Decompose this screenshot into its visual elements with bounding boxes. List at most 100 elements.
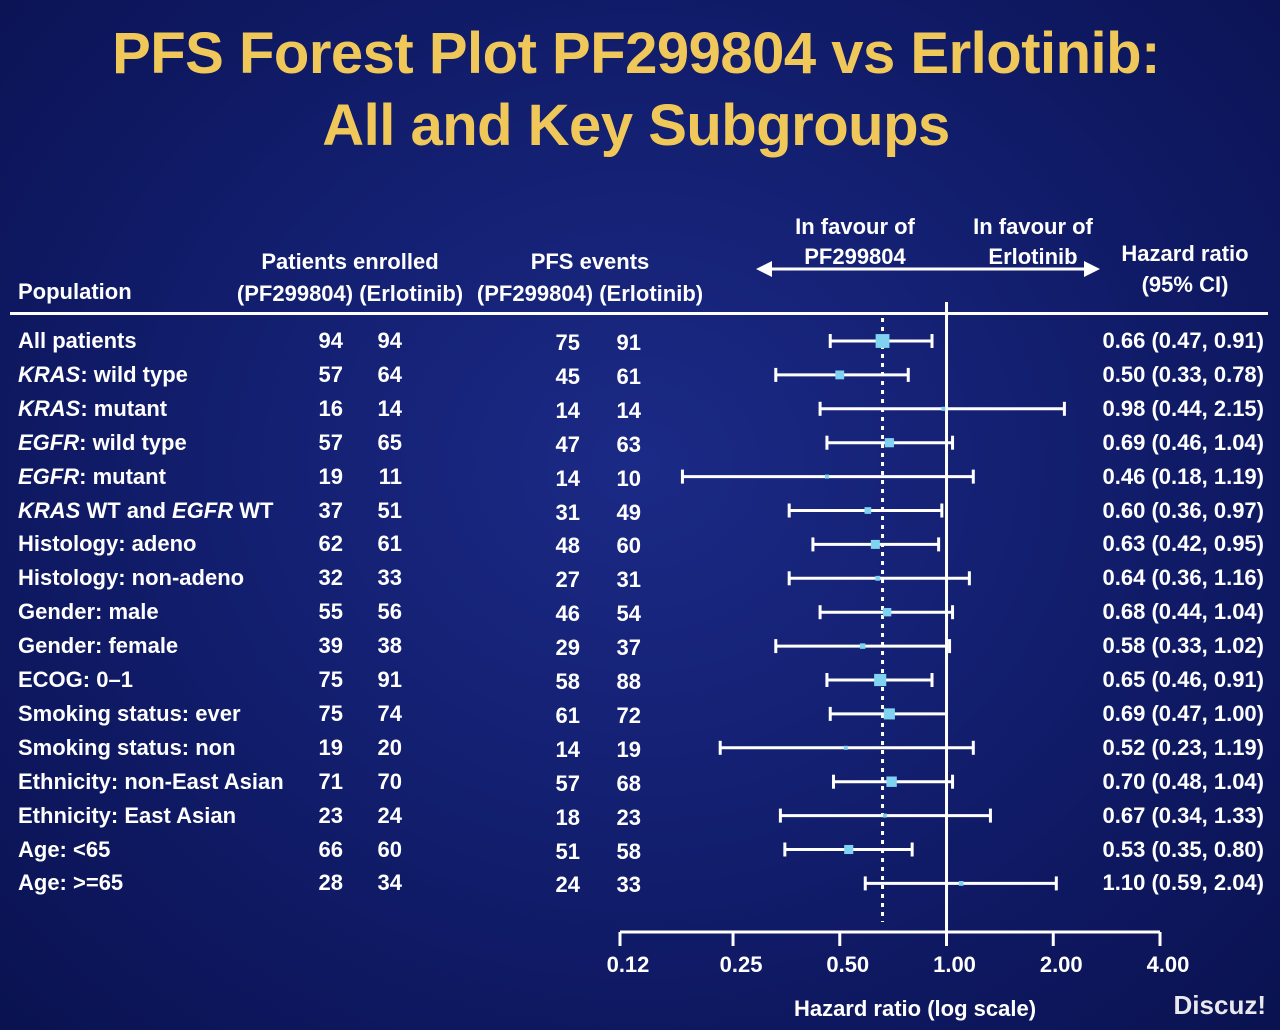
- gene-name: KRAS: [18, 361, 81, 387]
- enrolled-pf299804: 28: [318, 870, 343, 896]
- gene-name: KRAS: [18, 497, 81, 523]
- enrolled-header: Patients enrolled: [261, 249, 439, 274]
- watermark: Discuz!: [1173, 990, 1266, 1020]
- gene-name: EGFR: [18, 429, 80, 455]
- events-erlotinib: 37: [616, 635, 641, 661]
- favour-left-label: In favour of: [795, 214, 915, 239]
- events-pf299804: 58: [555, 669, 580, 694]
- hazard-ratio-ci: 1.10 (0.59, 2.04): [1102, 870, 1264, 896]
- events-erlotinib: 68: [616, 770, 641, 796]
- enrolled-pf299804: 37: [318, 497, 343, 523]
- enrolled-erlotinib: 20: [377, 734, 402, 760]
- label-text: Gender: male: [18, 599, 159, 625]
- title-line-2: All and Key Subgroups: [322, 93, 950, 158]
- enrolled-erlotinib: 11: [378, 463, 402, 489]
- label-text: Histology: adeno: [18, 531, 197, 557]
- enrolled-pf299804: 94: [318, 328, 343, 353]
- title-line-1: PFS Forest Plot PF299804 vs Erlotinib:: [112, 21, 1160, 86]
- enrolled-pf299804: 19: [318, 734, 343, 760]
- point-estimate: [835, 370, 845, 380]
- hazard-ratio-ci: 0.53 (0.35, 0.80): [1102, 836, 1264, 862]
- label-text: Smoking status: ever: [18, 700, 241, 726]
- hazard-ratio-ci: 0.60 (0.36, 0.97): [1102, 497, 1264, 523]
- x-tick-label: 2.00: [1040, 952, 1083, 977]
- enrolled-pf299804: 57: [318, 361, 343, 387]
- label-text: WT and: [80, 497, 172, 523]
- enrolled-pf299804: 75: [318, 700, 343, 726]
- gene-name: KRAS: [18, 395, 81, 421]
- events-header: PFS events: [530, 249, 650, 274]
- row-population-label: Histology: non-adeno: [18, 564, 244, 592]
- label-text: All patients: [18, 328, 137, 353]
- row-population-label: KRAS: mutant: [18, 395, 167, 423]
- enrolled-pf299804: 39: [318, 633, 343, 659]
- label-text: ECOG: 0–1: [18, 667, 133, 692]
- point-estimate: [859, 643, 866, 649]
- header-rule: [10, 312, 1268, 315]
- point-estimate: [874, 673, 887, 687]
- events-erlotinib: 14: [616, 397, 641, 423]
- point-estimate: [843, 745, 848, 750]
- label-text: Ethnicity: non-East Asian: [18, 768, 284, 794]
- enrolled-pf299804: 19: [318, 463, 343, 489]
- favour-arrow-right-head: [1084, 261, 1100, 277]
- enrolled-erlotinib: 74: [377, 700, 402, 726]
- enrolled-erlotinib: 64: [377, 361, 402, 387]
- enrolled-pf299804: 32: [318, 565, 343, 591]
- point-estimate: [875, 575, 881, 581]
- events-pf299804: 29: [555, 635, 580, 661]
- row-population-label: Smoking status: ever: [18, 700, 241, 728]
- row-population-label: KRAS: wild type: [18, 361, 188, 389]
- enrolled-erlotinib: 70: [377, 768, 402, 794]
- events-pf299804: 51: [555, 838, 580, 864]
- events-erlotinib: 54: [616, 601, 641, 627]
- row-population-label: Gender: female: [18, 632, 178, 660]
- point-estimate: [941, 406, 946, 411]
- events-pf299804: 57: [555, 770, 580, 796]
- events-erlotinib: 49: [616, 499, 641, 525]
- enrolled-erlotinib: 60: [377, 836, 402, 862]
- enrolled-erlotinib: 33: [377, 565, 402, 591]
- events-pf299804: 14: [555, 736, 580, 762]
- events-erlotinib: 88: [616, 669, 641, 694]
- row-population-label: All patients: [18, 327, 137, 355]
- enrolled-erlotinib: 94: [377, 328, 402, 353]
- x-tick-label: 4.00: [1147, 952, 1190, 977]
- enrolled-erlotinib: 91: [377, 667, 402, 692]
- favour-arrow-left-head: [756, 261, 772, 277]
- label-text: Gender: female: [18, 633, 179, 659]
- enrolled-pf299804: 57: [318, 429, 343, 455]
- label-text: : mutant: [79, 463, 166, 489]
- hazard-ratio-ci: 0.66 (0.47, 0.91): [1102, 328, 1264, 353]
- enrolled-pf299804: 16: [318, 395, 343, 421]
- enrolled-pf299804: 66: [318, 836, 343, 862]
- hazard-ratio-ci: 0.69 (0.47, 1.00): [1102, 700, 1264, 726]
- point-estimate: [883, 708, 895, 720]
- events-pf299804: 27: [555, 567, 580, 593]
- point-estimate: [882, 813, 887, 818]
- enrolled-pf299804: 75: [318, 667, 343, 692]
- label-text: : mutant: [80, 395, 168, 421]
- point-estimate: [824, 474, 829, 479]
- label-text: : wild type: [79, 429, 187, 455]
- events-pf299804: 48: [555, 533, 580, 559]
- hazard-ratio-ci: 0.52 (0.23, 1.19): [1102, 734, 1264, 760]
- hazard-ratio-ci: 0.50 (0.33, 0.78): [1102, 361, 1264, 387]
- hazard-ratio-ci: 0.98 (0.44, 2.15): [1102, 395, 1264, 421]
- favour-right-drug: Erlotinib: [988, 244, 1078, 269]
- x-tick-label: 0.12: [607, 952, 650, 977]
- events-erlotinib: 91: [616, 330, 641, 355]
- hr-subheader: (95% CI): [1141, 272, 1229, 297]
- row-population-label: Age: >=65: [18, 869, 123, 897]
- x-tick-label: 0.25: [720, 952, 763, 977]
- enrolled-pf299804: 71: [318, 768, 343, 794]
- point-estimate: [882, 608, 892, 617]
- enrolled-erlotinib: 56: [377, 599, 402, 625]
- label-text: WT: [233, 497, 274, 523]
- events-erlotinib: 10: [616, 465, 641, 491]
- enrolled-erlotinib: 24: [377, 802, 402, 828]
- events-erlotinib: 72: [616, 702, 641, 728]
- hazard-ratio-ci: 0.64 (0.36, 1.16): [1102, 565, 1264, 591]
- row-population-label: Age: <65: [18, 836, 110, 864]
- events-pf299804: 14: [555, 465, 580, 491]
